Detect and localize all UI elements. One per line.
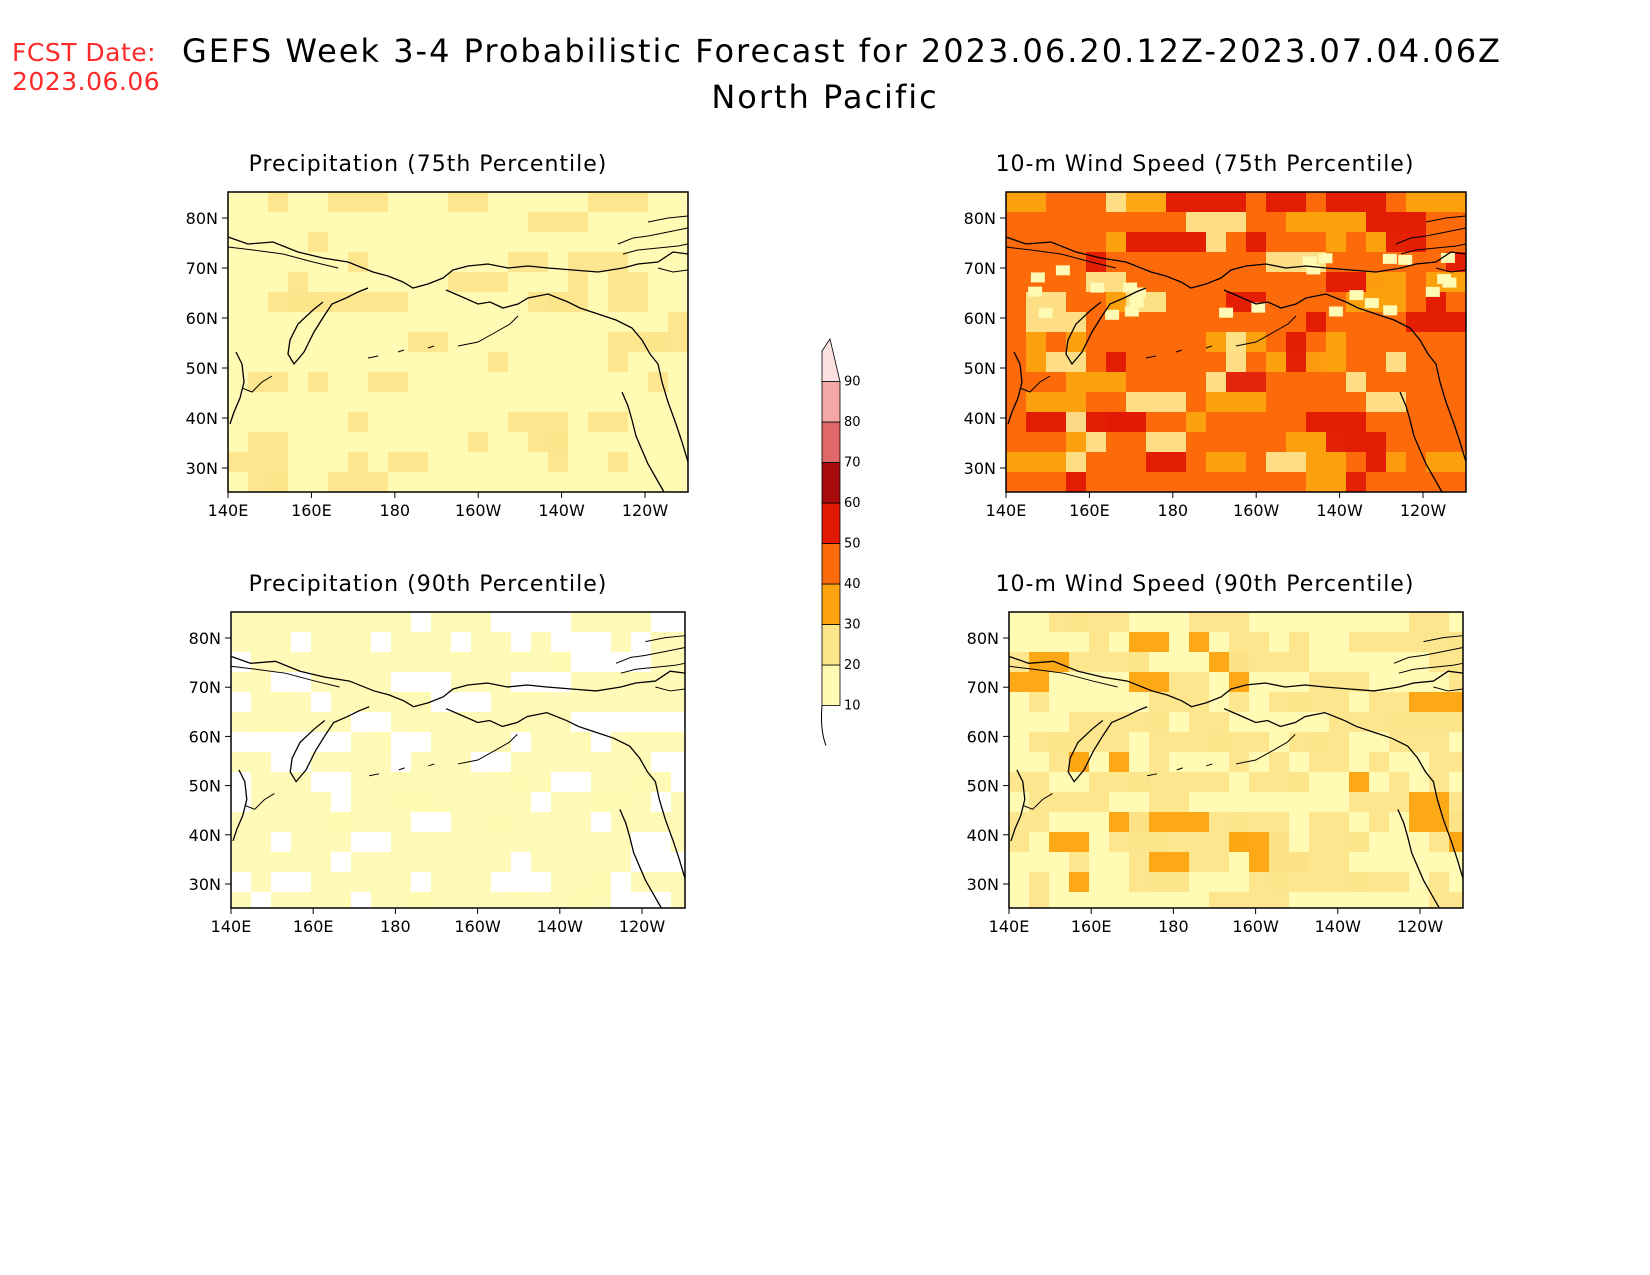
- lat-tick-label: 50N: [189, 777, 221, 796]
- colorbar-label: 20: [844, 658, 861, 673]
- colorbar-swatch: [821, 502, 841, 544]
- lon-tick-label: 120W: [1397, 917, 1444, 936]
- lon-tick-label: 140E: [986, 501, 1027, 520]
- forecast-date-value: 2023.06.06: [12, 67, 161, 96]
- lon-tick-label: 140E: [989, 917, 1030, 936]
- lat-tick-label: 80N: [967, 629, 999, 648]
- lon-tick-label: 140W: [1316, 501, 1363, 520]
- lon-tick-label: 160E: [293, 917, 334, 936]
- lon-tick-label: 120W: [619, 917, 666, 936]
- lon-tick-label: 160E: [1069, 501, 1110, 520]
- colorbar-label: 80: [844, 415, 861, 430]
- lat-tick-label: 30N: [964, 459, 996, 478]
- lat-tick-label: 40N: [186, 409, 218, 428]
- lat-tick-label: 30N: [186, 459, 218, 478]
- lon-tick-label: 140E: [208, 501, 249, 520]
- colorbar-label: 70: [844, 456, 861, 471]
- lon-tick-label: 180: [1158, 501, 1189, 520]
- lon-tick-label: 140W: [1315, 917, 1362, 936]
- lat-tick-label: 30N: [967, 875, 999, 894]
- colorbar-swatch: [821, 338, 841, 382]
- lat-tick-label: 70N: [967, 678, 999, 697]
- colorbar-label: 50: [844, 537, 861, 552]
- panel-title-wind-90: 10-m Wind Speed (90th Percentile): [995, 572, 1415, 597]
- main-title: GEFS Week 3-4 Probabilistic Forecast for…: [182, 32, 1502, 70]
- lat-tick-label: 60N: [964, 309, 996, 328]
- lat-tick-label: 40N: [967, 826, 999, 845]
- colorbar-swatch: [821, 543, 841, 585]
- map-panel-wind-90: [1009, 612, 1463, 908]
- lon-tick-label: 180: [380, 917, 411, 936]
- lat-tick-label: 50N: [964, 359, 996, 378]
- colorbar-label: 10: [844, 699, 861, 714]
- map-panel-precip-90: [231, 612, 685, 908]
- lat-tick-label: 80N: [964, 209, 996, 228]
- lon-tick-label: 160E: [1071, 917, 1112, 936]
- lon-tick-label: 140E: [211, 917, 252, 936]
- forecast-date-block: FCST Date: 2023.06.06: [12, 38, 160, 96]
- colorbar: 10 20 30 40 50 60 70 80 90: [821, 338, 861, 746]
- lon-tick-label: 180: [380, 501, 411, 520]
- lon-tick-label: 120W: [622, 501, 669, 520]
- lon-tick-label: 160W: [1232, 917, 1279, 936]
- lon-tick-label: 160W: [454, 917, 501, 936]
- lat-tick-label: 80N: [189, 629, 221, 648]
- lat-tick-label: 60N: [186, 309, 218, 328]
- region-title: North Pacific: [711, 78, 939, 116]
- colorbar-swatch: [821, 421, 841, 463]
- lat-tick-label: 70N: [189, 678, 221, 697]
- map-frame: [227, 191, 689, 493]
- lat-tick-label: 50N: [186, 359, 218, 378]
- panel-title-wind-75: 10-m Wind Speed (75th Percentile): [995, 152, 1415, 177]
- forecast-date-label: FCST Date:: [12, 38, 157, 67]
- map-frame: [230, 611, 686, 909]
- colorbar-swatch: [821, 624, 841, 666]
- lon-tick-label: 140W: [538, 501, 585, 520]
- colorbar-label: 90: [844, 375, 861, 390]
- map-panel-precip-75: [228, 192, 688, 492]
- lat-tick-label: 40N: [964, 409, 996, 428]
- colorbar-swatch: [821, 462, 841, 504]
- lat-tick-label: 60N: [967, 727, 999, 746]
- colorbar-swatch: [821, 583, 841, 625]
- colorbar-swatch: [821, 664, 841, 706]
- lat-tick-label: 30N: [189, 875, 221, 894]
- lon-tick-label: 180: [1158, 917, 1189, 936]
- colorbar-label: 40: [844, 577, 861, 592]
- panel-title-precip-90: Precipitation (90th Percentile): [248, 572, 608, 597]
- lat-tick-label: 70N: [186, 259, 218, 278]
- map-frame: [1008, 611, 1464, 909]
- lon-tick-label: 140W: [537, 917, 584, 936]
- colorbar-label: 60: [844, 496, 861, 511]
- colorbar-swatch: [821, 381, 841, 423]
- lat-tick-label: 40N: [189, 826, 221, 845]
- lat-tick-label: 70N: [964, 259, 996, 278]
- lon-tick-label: 120W: [1400, 501, 1447, 520]
- lon-tick-label: 160W: [1233, 501, 1280, 520]
- lat-tick-label: 80N: [186, 209, 218, 228]
- lon-tick-label: 160E: [291, 501, 332, 520]
- map-frame: [1005, 191, 1467, 493]
- lat-tick-label: 50N: [967, 777, 999, 796]
- lon-tick-label: 160W: [455, 501, 502, 520]
- panel-title-precip-75: Precipitation (75th Percentile): [248, 152, 608, 177]
- map-panel-wind-75: [1006, 192, 1466, 492]
- lat-tick-label: 60N: [189, 727, 221, 746]
- colorbar-label: 30: [844, 618, 861, 633]
